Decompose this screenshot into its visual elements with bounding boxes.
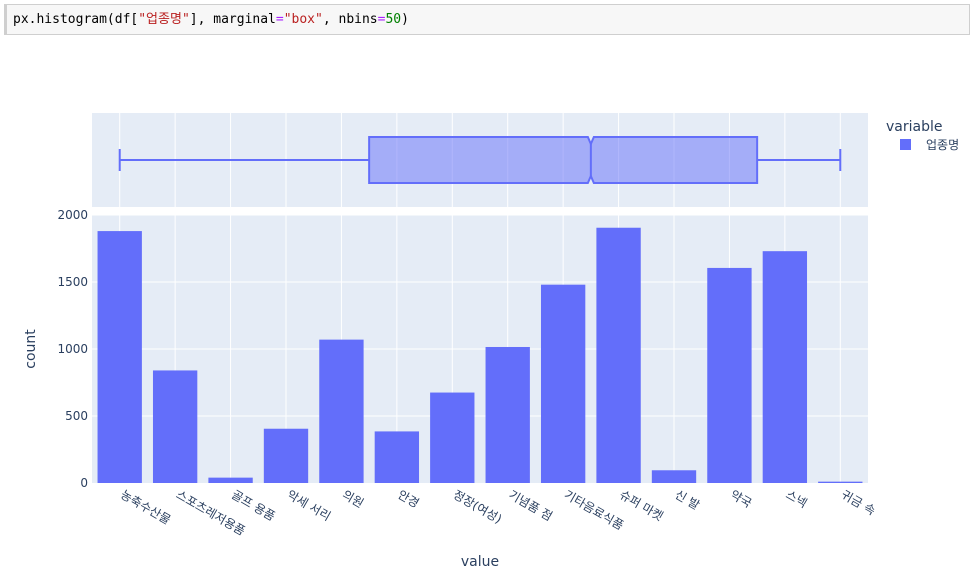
x-tick-label: 기타음료식품 <box>562 487 626 532</box>
x-tick-label: 농축수산물 <box>118 487 173 527</box>
code-token: ], marginal <box>189 12 276 27</box>
x-tick-label: 슈퍼 마켓 <box>617 487 666 523</box>
histogram-bar[interactable] <box>596 227 641 483</box>
code-token: = <box>275 12 284 27</box>
histogram-bar[interactable] <box>707 267 752 483</box>
histogram-bar[interactable] <box>152 370 198 483</box>
histogram-bar[interactable] <box>374 431 420 483</box>
legend-title: variable <box>886 119 942 135</box>
x-tick-label: 기념품 점 <box>506 487 555 523</box>
code-token: = <box>377 12 386 27</box>
legend-swatch[interactable] <box>900 139 911 150</box>
y-tick-label: 2000 <box>57 208 88 222</box>
x-tick-label: 정장(여성) <box>451 487 504 526</box>
code-line: px.histogram(df["업종명"], marginal="box", … <box>13 12 409 27</box>
histogram-bar[interactable] <box>540 284 586 483</box>
code-token: , nbins <box>322 12 378 27</box>
histogram-bar[interactable] <box>263 428 309 483</box>
legend-item-label[interactable]: 업종명 <box>926 138 959 152</box>
x-tick-label: 약국 <box>728 487 755 511</box>
x-tick-label: 귀금 속 <box>839 487 878 518</box>
x-tick-label: 악세 서리 <box>285 487 334 523</box>
x-axis-title: value <box>461 554 499 570</box>
code-token: px.histogram(df[ <box>13 12 139 27</box>
code-token: "업종명" <box>138 12 190 27</box>
code-token: ) <box>401 12 409 27</box>
code-token: "box" <box>283 12 323 27</box>
histogram-bar[interactable] <box>208 477 253 483</box>
x-tick-label: 스넥 <box>783 487 809 510</box>
code-cell[interactable]: px.histogram(df["업종명"], marginal="box", … <box>4 4 970 35</box>
x-tick-label: 골프 용품 <box>229 487 278 523</box>
histogram-bar[interactable] <box>485 346 530 483</box>
x-tick-label: 신 발 <box>673 487 702 512</box>
y-tick-label: 0 <box>80 476 88 490</box>
x-tick-label: 의원 <box>340 487 366 510</box>
histogram-bar[interactable] <box>651 470 697 483</box>
y-tick-label: 500 <box>65 409 88 423</box>
x-tick-label: 안경 <box>395 487 421 510</box>
histogram-bar[interactable] <box>762 251 808 483</box>
code-token: 50 <box>385 12 402 27</box>
y-tick-label: 1500 <box>57 275 88 289</box>
histogram-bar[interactable] <box>430 392 475 483</box>
y-axis-title: count <box>23 329 39 369</box>
histogram-bar[interactable] <box>319 339 364 483</box>
histogram-bar[interactable] <box>818 481 863 483</box>
histogram-bar[interactable] <box>97 231 142 483</box>
box-body[interactable] <box>368 136 759 184</box>
y-tick-label: 1000 <box>57 342 88 356</box>
